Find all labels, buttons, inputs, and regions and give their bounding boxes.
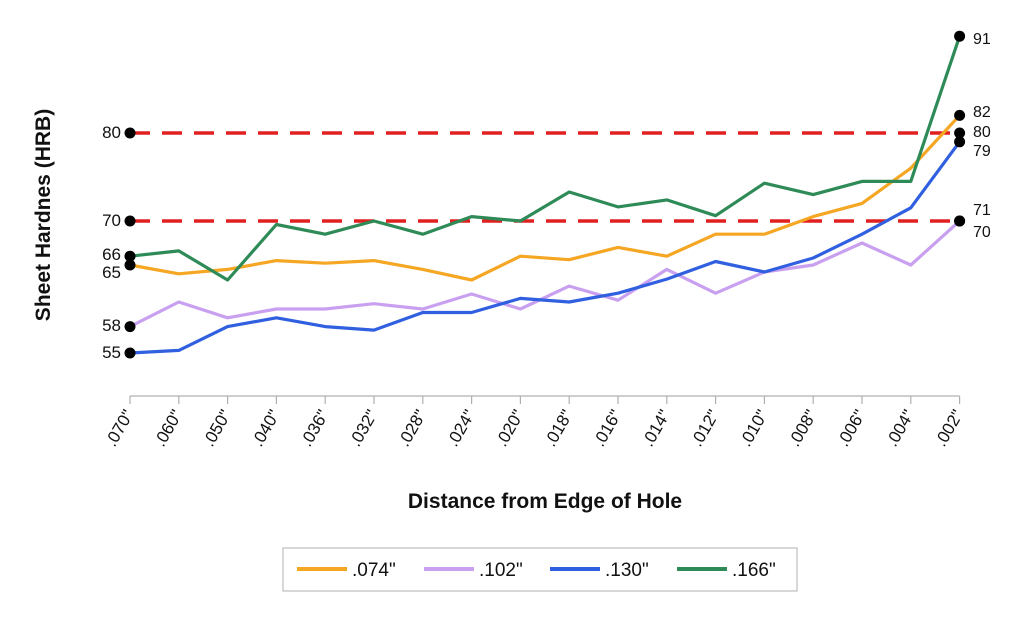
x-tick-label: .010" [736, 407, 772, 450]
x-tick-label: .002" [931, 407, 967, 450]
start-marker [124, 215, 136, 227]
x-axis-title: Distance from Edge of Hole [408, 490, 682, 513]
end-marker [954, 109, 966, 121]
end-marker [954, 215, 966, 227]
start-marker [124, 321, 136, 333]
start-value-label: 55 [102, 343, 121, 362]
x-tick-label: .032" [345, 407, 381, 450]
end-value-label: 70 [973, 224, 991, 241]
start-value-label: 80 [102, 123, 121, 142]
series-line-3 [129, 35, 962, 282]
x-tick-label: .014" [638, 407, 674, 450]
x-tick-label: .008" [785, 407, 821, 450]
series-line-0 [129, 114, 961, 282]
start-marker [124, 259, 136, 271]
start-marker [124, 347, 136, 359]
legend-entry-3: .166" [732, 560, 776, 581]
series-lines [129, 35, 962, 355]
x-tick-label: .050" [199, 407, 235, 450]
series-line-2 [129, 140, 961, 355]
x-tick-label: .040" [248, 407, 284, 450]
x-tick-label: .028" [394, 407, 430, 450]
x-tick-label: .006" [833, 407, 869, 450]
reference-lines [130, 131, 960, 223]
x-tick-label: .020" [492, 407, 528, 450]
legend: .074" .102" .130" .166" [282, 547, 798, 592]
x-tick-label: .004" [882, 407, 918, 450]
start-marker [124, 250, 136, 262]
legend-entry-1: .102" [479, 560, 523, 581]
end-value-label: 71 [973, 202, 991, 219]
start-marker [124, 127, 136, 139]
y-axis-title: Sheet Hardnes (HRB) [32, 109, 55, 321]
start-value-label: 65 [102, 263, 121, 282]
x-tick-label: .070" [101, 407, 137, 450]
value-markers [124, 30, 966, 359]
legend-entry-2: .130" [605, 560, 649, 581]
start-value-label: 58 [102, 316, 121, 335]
end-marker [954, 30, 966, 42]
end-marker [954, 127, 966, 139]
x-tick-label: .012" [687, 407, 723, 450]
legend-entry-0: .074" [352, 560, 396, 581]
end-value-label: 80 [973, 124, 991, 141]
start-value-label: 70 [102, 211, 121, 230]
end-marker [954, 136, 966, 148]
x-tick-label: .018" [541, 407, 577, 450]
end-value-label: 91 [973, 31, 991, 48]
start-value-label: 66 [102, 245, 121, 264]
x-tick-label: .036" [297, 407, 333, 450]
x-tick-label: .016" [589, 407, 625, 450]
end-value-label: 79 [973, 143, 991, 160]
end-value-label: 82 [973, 104, 991, 121]
series-line-1 [129, 219, 961, 329]
x-tick-label: .024" [443, 407, 479, 450]
x-tick-label: .060" [150, 407, 186, 450]
x-axis: .070" .060" .050" .040" .036" .032" .028" .024"… [101, 395, 967, 450]
